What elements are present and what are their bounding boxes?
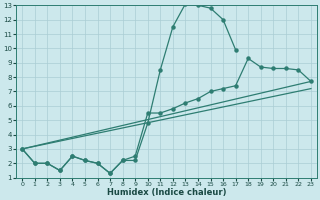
- X-axis label: Humidex (Indice chaleur): Humidex (Indice chaleur): [107, 188, 226, 197]
